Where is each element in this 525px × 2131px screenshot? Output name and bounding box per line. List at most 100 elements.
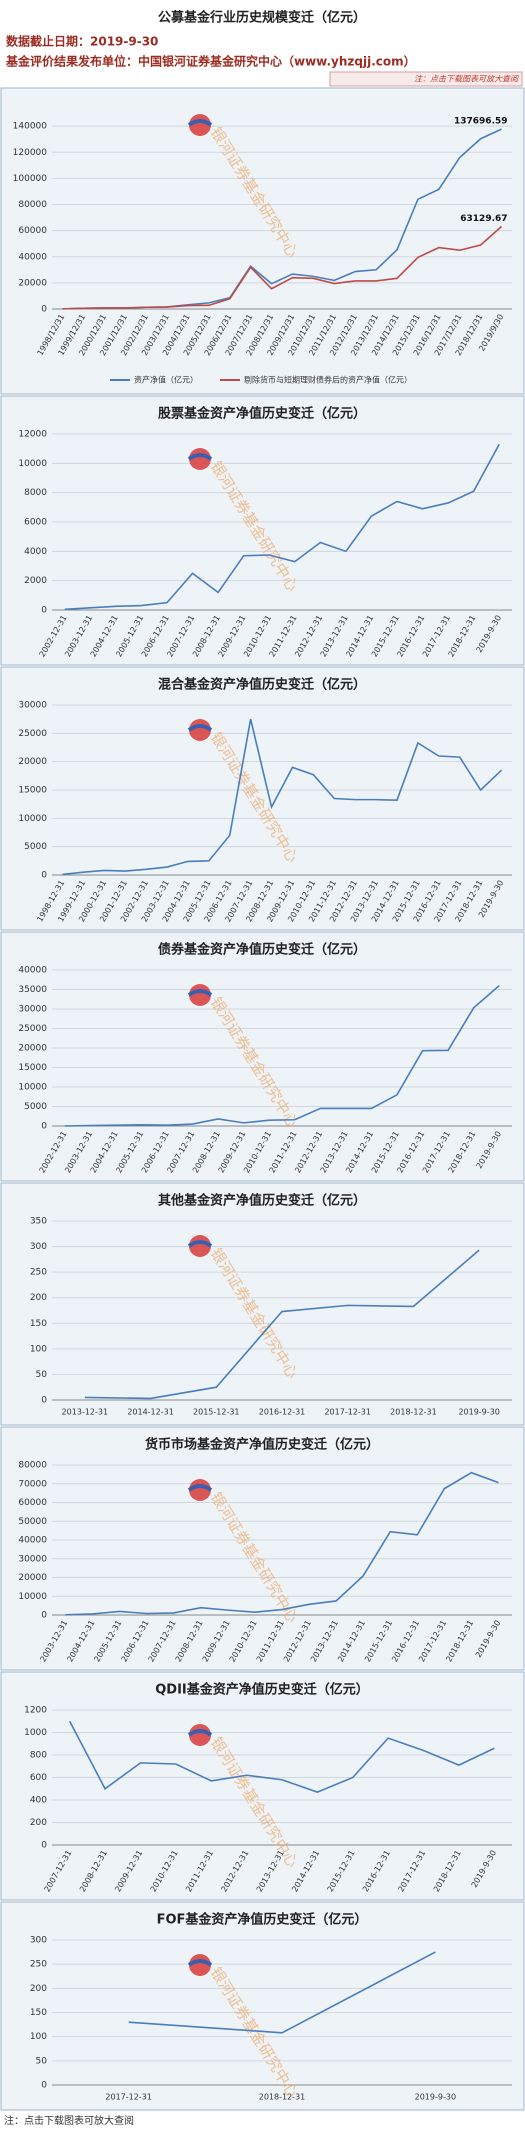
y-tick-label: 0 — [41, 1122, 47, 1132]
logo — [189, 448, 211, 470]
y-tick-label: 35000 — [18, 985, 47, 995]
y-tick-label: 40000 — [18, 966, 47, 976]
y-tick-label: 60000 — [18, 1498, 47, 1508]
logo-swoosh — [187, 724, 213, 732]
chart-title: 股票基金资产净值历史变迁（亿元） — [158, 406, 366, 422]
y-tick-label: 1000 — [24, 1728, 47, 1738]
y-tick-label: 300 — [30, 1936, 47, 1946]
x-tick-label: 2016-12-31 — [259, 1408, 306, 1417]
y-tick-label: 0 — [41, 2081, 47, 2091]
y-tick-label: 0 — [41, 871, 47, 881]
y-tick-label: 25000 — [18, 729, 47, 739]
line — [68, 1720, 495, 1793]
y-tick-label: 0 — [41, 1841, 47, 1851]
x-tick-label: 2018-12-31 — [390, 1408, 437, 1417]
y-tick-label: 150 — [30, 1319, 47, 1329]
y-tick-label: 15000 — [18, 786, 47, 796]
publisher: 基金评价结果发布单位：中国银河证券基金研究中心（www.yhzqjj.com） — [5, 54, 416, 69]
note: 注：点击下载图表可放大查阅 — [414, 75, 519, 84]
y-tick-label: 600 — [30, 1773, 47, 1783]
x-tick-label: 2013-12-31 — [62, 1408, 109, 1417]
page-title: 公募基金行业历史规模变迁（亿元） — [158, 10, 366, 26]
date: 数据截止日期：2019-9-30 — [6, 34, 158, 49]
logo-swoosh — [187, 1240, 213, 1248]
y-tick-label: 100000 — [13, 174, 48, 184]
y-tick-label: 25000 — [18, 1024, 47, 1034]
line — [62, 718, 503, 876]
y-tick-label: 200 — [30, 1984, 47, 1994]
logo — [189, 114, 211, 136]
logo — [189, 1724, 211, 1746]
note-box — [329, 71, 523, 87]
y-tick-label: 140000 — [13, 122, 48, 132]
y-tick-label: 250 — [30, 1960, 47, 1970]
panel — [0, 1426, 525, 1671]
y-tick-label: 5000 — [24, 1102, 47, 1112]
y-tick-label: 300 — [30, 1242, 47, 1252]
y-tick-label: 2000 — [24, 576, 47, 586]
y-tick-label: 0 — [41, 1396, 47, 1406]
y-tick-label: 50 — [36, 2056, 48, 2066]
y-tick-label: 10000 — [18, 814, 47, 824]
y-tick-label: 20000 — [18, 1573, 47, 1583]
logo-swoosh — [187, 989, 213, 997]
y-tick-label: 100 — [30, 1344, 47, 1354]
y-tick-label: 6000 — [24, 518, 47, 528]
y-tick-label: 200 — [30, 1293, 47, 1303]
x-tick-label: 2019-9-30 — [458, 1408, 499, 1417]
y-tick-label: 40000 — [18, 1536, 47, 1546]
logo-swoosh — [187, 1729, 213, 1737]
y-tick-label: 350 — [30, 1217, 47, 1227]
y-tick-label: 8000 — [24, 488, 47, 498]
y-tick-label: 4000 — [24, 547, 47, 557]
value-label: 63129.67 — [460, 214, 507, 224]
y-tick-label: 5000 — [24, 842, 47, 852]
x-tick-label: 2017-12-31 — [105, 2093, 152, 2102]
line — [84, 1249, 480, 1400]
panel — [0, 395, 525, 666]
panel — [0, 1182, 525, 1426]
y-tick-label: 20000 — [18, 278, 47, 288]
y-tick-label: 10000 — [18, 459, 47, 469]
x-tick-label: 2019-9-30 — [415, 2093, 456, 2102]
y-tick-label: 100 — [30, 2032, 47, 2042]
y-tick-label: 10000 — [18, 1083, 47, 1093]
logo — [189, 1235, 211, 1257]
y-tick-label: 10000 — [18, 1592, 47, 1602]
logo-swoosh — [187, 1484, 213, 1492]
chart-title: 混合基金资产净值历史变迁（亿元） — [158, 677, 366, 693]
logo — [189, 1954, 211, 1976]
y-tick-label: 40000 — [18, 252, 47, 262]
logo — [189, 719, 211, 741]
x-tick-label: 2017-12-31 — [324, 1408, 371, 1417]
panel — [0, 666, 525, 931]
line — [65, 1471, 499, 1616]
y-tick-label: 12000 — [18, 430, 47, 440]
y-tick-label: 30000 — [18, 1554, 47, 1564]
line — [64, 443, 500, 611]
y-tick-label: 0 — [41, 606, 47, 616]
x-tick-label: 2014-12-31 — [127, 1408, 174, 1417]
logo — [189, 1479, 211, 1501]
y-tick-label: 120000 — [13, 148, 48, 158]
y-tick-label: 0 — [41, 1611, 47, 1621]
y-tick-label: 200 — [30, 1818, 47, 1828]
logo-swoosh — [187, 119, 213, 127]
y-tick-label: 20000 — [18, 757, 47, 767]
y-tick-label: 60000 — [18, 226, 47, 236]
legend-label: 资产净值（亿元） — [134, 375, 198, 385]
logo — [189, 984, 211, 1006]
chart-title: QDII基金资产净值历史变迁（亿元） — [155, 1682, 369, 1698]
line — [64, 984, 500, 1127]
y-tick-label: 1200 — [24, 1706, 47, 1716]
y-tick-label: 80000 — [18, 200, 47, 210]
logo-swoosh — [187, 453, 213, 461]
y-tick-label: 30000 — [18, 701, 47, 711]
line — [62, 225, 503, 310]
y-tick-label: 150 — [30, 2008, 47, 2018]
x-tick-label: 2015-12-31 — [193, 1408, 240, 1417]
y-tick-label: 80000 — [18, 1461, 47, 1471]
chart-title: 其他基金资产净值历史变迁（亿元） — [158, 1193, 366, 1209]
x-tick-label: 2018-12-31 — [259, 2093, 306, 2102]
